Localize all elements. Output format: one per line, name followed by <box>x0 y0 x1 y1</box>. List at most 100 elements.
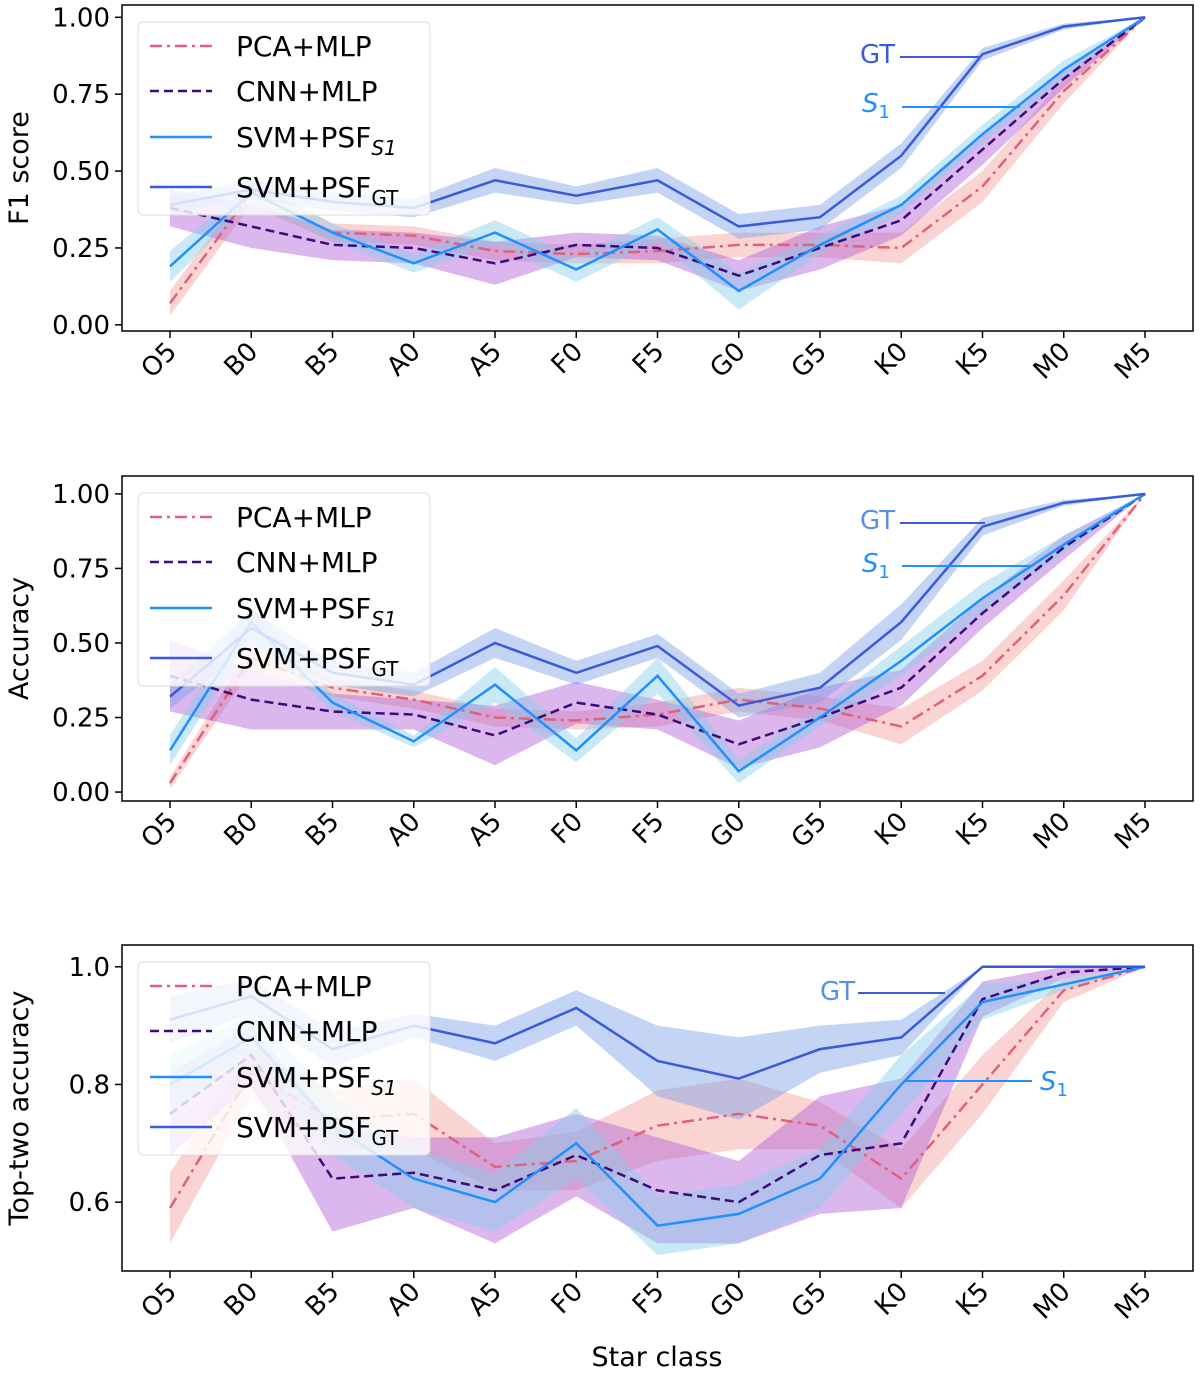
annotation-label-1: GT <box>860 506 895 536</box>
annotation-text: S <box>862 89 879 119</box>
legend-label-subscript: GT <box>371 1126 399 1150</box>
legend-label-3: SVM+PSFS1 <box>236 592 397 631</box>
x-tick-label: A5 <box>462 807 507 852</box>
subplot-2: 0.00 0.25 0.50 0.75 1.00 O5 B0 B5 A0 A5 F0 F5 G0 G5 K0… <box>4 475 1194 856</box>
legend-box <box>137 21 431 216</box>
legend-label-main: SVM+PSF <box>236 592 371 625</box>
annotation-text: S <box>862 549 879 579</box>
x-tick-label: F0 <box>546 1277 589 1320</box>
legend-label-3: SVM+PSFS1 <box>236 1061 397 1100</box>
y-axis-label: Top-two accuracy <box>4 991 35 1227</box>
y-tick-label: 0.00 <box>52 778 110 808</box>
annotation-label-1: GT <box>860 40 895 70</box>
x-tick-label: K5 <box>950 1277 995 1322</box>
x-tick-label: K0 <box>869 807 914 852</box>
x-tick-label: B5 <box>300 337 346 383</box>
band-1 <box>170 17 1145 316</box>
x-tick-label: M0 <box>1028 1277 1077 1326</box>
x-tick-label: F0 <box>546 337 589 380</box>
x-tick-label: B5 <box>300 1277 346 1323</box>
x-tick-label: G5 <box>786 337 833 384</box>
x-tick-label: M0 <box>1028 807 1077 856</box>
annotation-text: S <box>1040 1067 1057 1097</box>
x-tick-label: A0 <box>381 337 426 382</box>
x-tick-label: A0 <box>381 807 426 852</box>
legend-label-4: SVM+PSFGT <box>236 171 399 210</box>
y-tick-label: 0.50 <box>52 629 110 659</box>
band-1 <box>170 966 1145 1244</box>
x-tick-label: G0 <box>705 1277 752 1324</box>
x-tick-label: M5 <box>1109 1277 1158 1326</box>
legend-label-subscript: S1 <box>371 136 396 160</box>
legend-label-subscript: S1 <box>371 1076 396 1100</box>
x-tick-label: F5 <box>627 807 670 850</box>
y-tick-label: 0.00 <box>52 311 110 341</box>
x-tick-label: F5 <box>627 1277 670 1320</box>
x-tick-label: G0 <box>705 807 752 854</box>
legend-label-main: PCA+MLP <box>236 30 372 63</box>
x-tick-label: B0 <box>219 337 265 383</box>
annotation-label-2: S1 <box>862 89 890 123</box>
x-tick-label: O5 <box>136 807 183 854</box>
annotation-subscript: 1 <box>879 562 890 583</box>
legend-label-1: PCA+MLP <box>236 30 372 63</box>
band-2 <box>170 966 1145 1244</box>
band-2 <box>170 17 1145 292</box>
legend-label-main: CNN+MLP <box>236 546 378 579</box>
y-tick-label: 1.0 <box>69 953 110 983</box>
annotation-subscript: 1 <box>879 102 890 123</box>
legend-label-main: SVM+PSF <box>236 1111 371 1144</box>
legend-label-2: CNN+MLP <box>236 546 378 579</box>
subplot-3: 0.6 0.8 1.0 O5 B0 B5 A0 A5 F0 F5 G0 G5 K0 K5 M0 M5 Top-t… <box>4 944 1194 1373</box>
legend-box <box>137 961 431 1156</box>
y-tick-label: 0.75 <box>52 554 110 584</box>
x-tick-label: M5 <box>1109 807 1158 856</box>
annotation-text: GT <box>860 40 895 70</box>
x-tick-label: B0 <box>219 1277 265 1323</box>
legend-label-subscript: GT <box>371 186 399 210</box>
annotation-text: GT <box>860 506 895 536</box>
x-tick-label: K5 <box>950 337 995 382</box>
annotation-subscript: 1 <box>1057 1080 1068 1101</box>
legend-label-main: CNN+MLP <box>236 75 378 108</box>
y-tick-label: 0.8 <box>69 1070 110 1100</box>
y-tick-label: 0.50 <box>52 157 110 187</box>
x-tick-label: M5 <box>1109 337 1158 386</box>
band-3 <box>170 966 1145 1256</box>
legend: PCA+MLP CNN+MLP SVM+PSFS1 SVM+PSFGT <box>137 21 431 216</box>
x-tick-label: G5 <box>786 1277 833 1324</box>
x-tick-label: O5 <box>136 1277 183 1324</box>
legend-label-1: PCA+MLP <box>236 970 372 1003</box>
legend-label-4: SVM+PSFGT <box>236 1111 399 1150</box>
legend-label-main: SVM+PSF <box>236 642 371 675</box>
x-tick-label: G5 <box>786 807 833 854</box>
legend-box <box>137 492 431 687</box>
x-tick-label: B0 <box>219 807 265 853</box>
x-tick-label: O5 <box>136 337 183 384</box>
x-tick-label: A0 <box>381 1277 426 1322</box>
legend-label-subscript: GT <box>371 657 399 681</box>
legend-label-main: SVM+PSF <box>236 1061 371 1094</box>
x-tick-label: B5 <box>300 807 346 853</box>
y-tick-label: 0.6 <box>69 1188 110 1218</box>
legend-label-subscript: S1 <box>371 607 396 631</box>
legend-label-main: PCA+MLP <box>236 501 372 534</box>
legend-label-main: PCA+MLP <box>236 970 372 1003</box>
x-tick-label: A5 <box>462 337 507 382</box>
annotation-text: GT <box>820 977 855 1007</box>
y-axis-label: F1 score <box>4 111 35 225</box>
x-tick-label: K0 <box>869 337 914 382</box>
x-tick-label: K5 <box>950 807 995 852</box>
y-tick-label: 0.25 <box>52 234 110 264</box>
x-tick-label: K0 <box>869 1277 914 1322</box>
legend-label-3: SVM+PSFS1 <box>236 121 397 160</box>
x-tick-label: F0 <box>546 807 589 850</box>
subplot-1: 0.00 0.25 0.50 0.75 1.00 O5 B0 B5 A0 A5 F0 F5 G0 G5 K0… <box>4 3 1194 386</box>
band-4 <box>170 966 1145 1120</box>
y-tick-label: 1.00 <box>52 480 110 510</box>
x-tick-label: F5 <box>627 337 670 380</box>
x-axis-label: Star class <box>592 1342 723 1373</box>
legend-label-main: SVM+PSF <box>236 171 371 204</box>
